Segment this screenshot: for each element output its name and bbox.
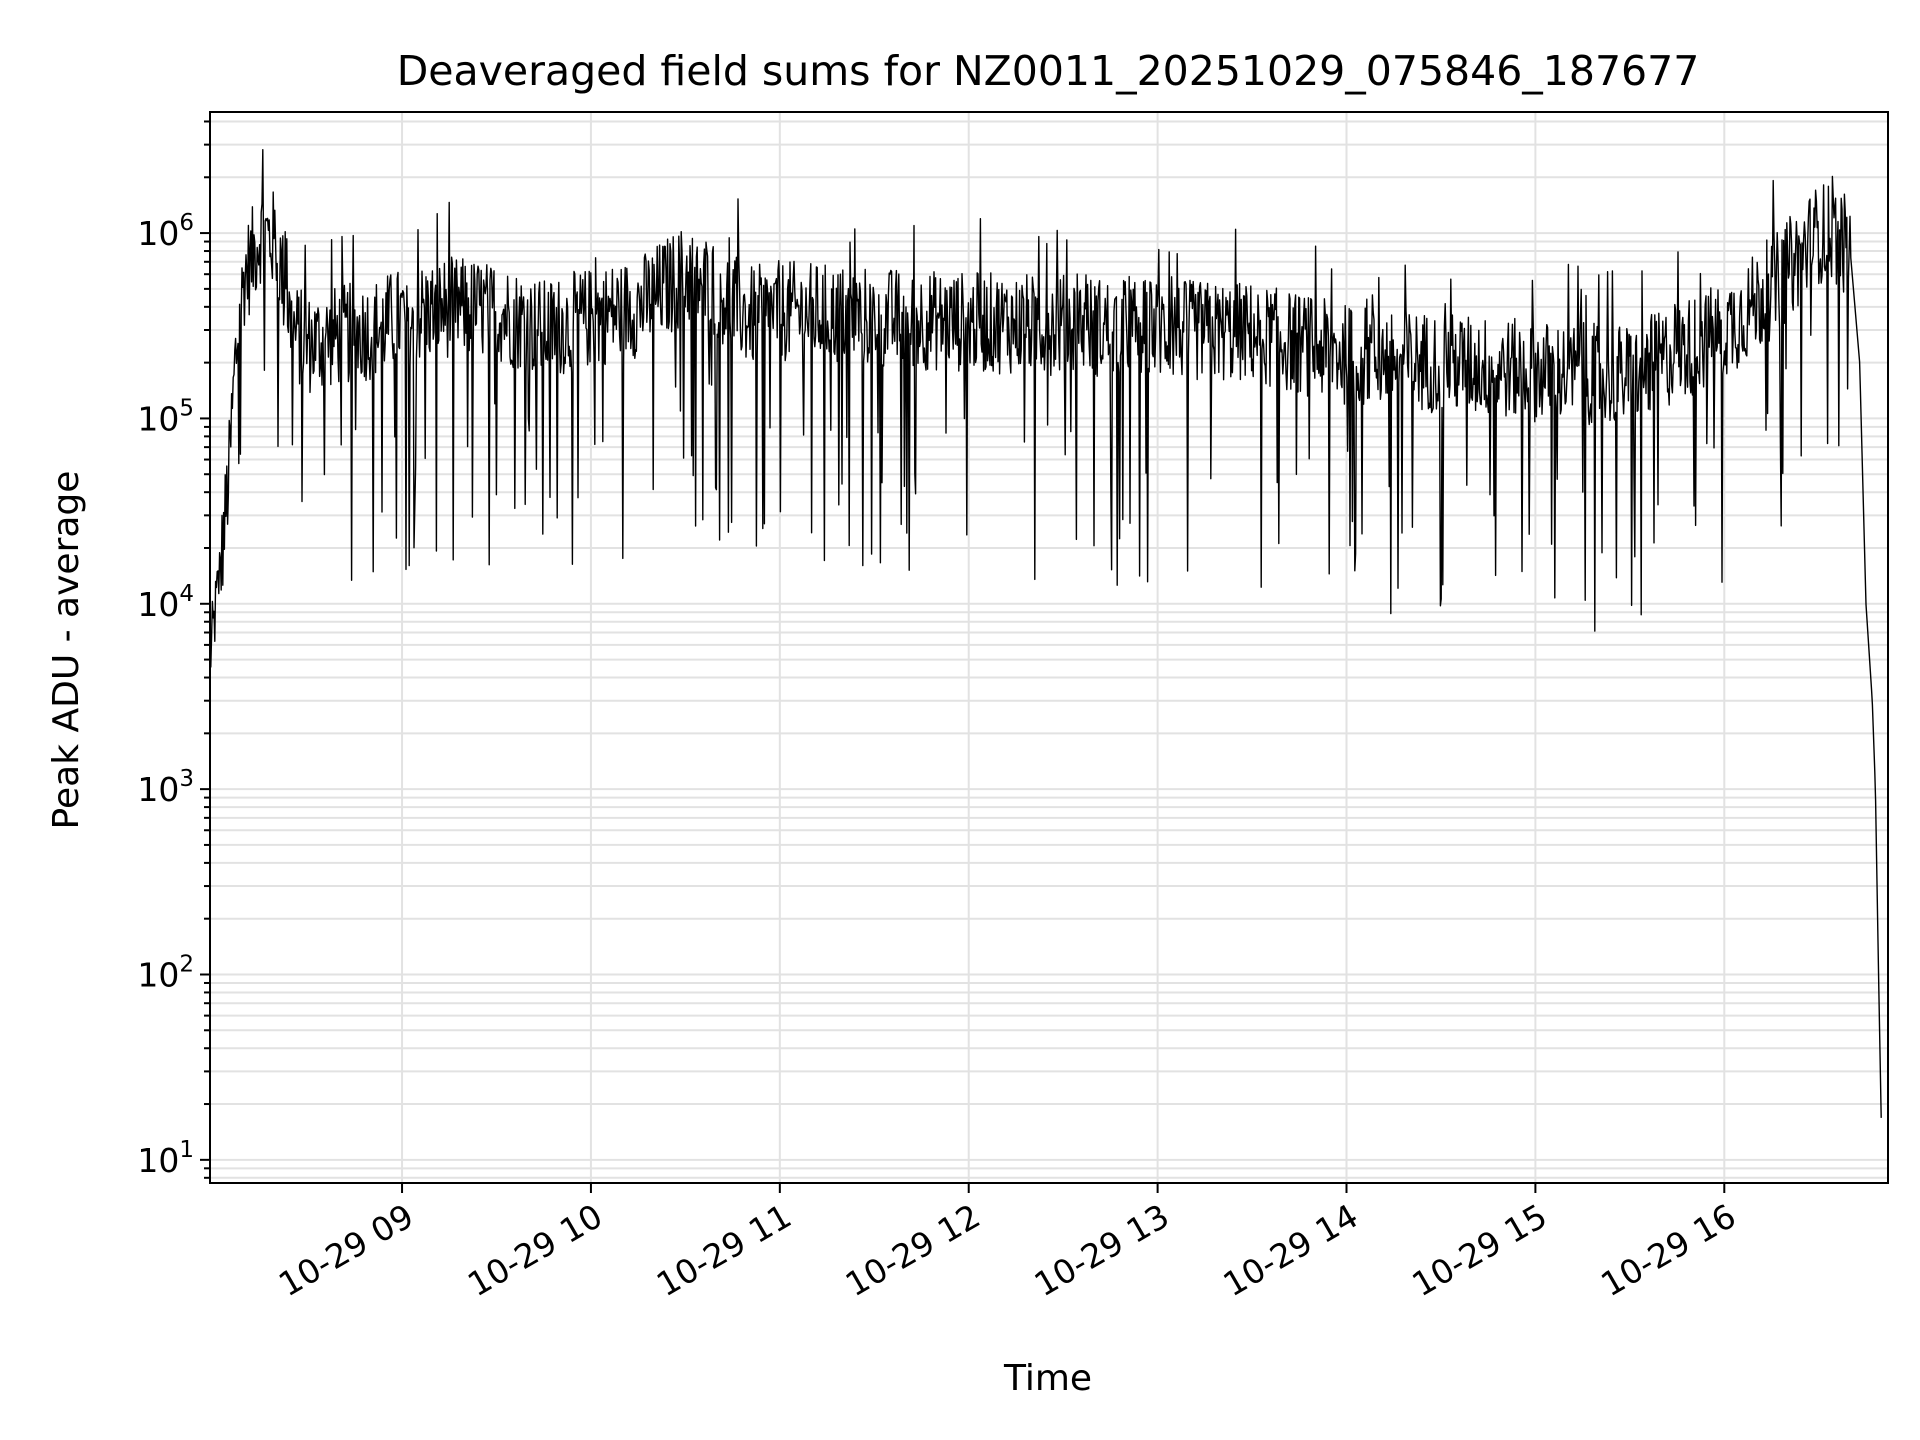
chart-title: Deaveraged field sums for NZ0011_2025102… <box>397 47 1700 95</box>
y-tick-exponent: 5 <box>179 395 194 421</box>
y-tick-exponent: 4 <box>179 581 194 607</box>
y-tick-base: 10 <box>137 955 179 994</box>
series-line <box>209 149 1882 1118</box>
y-tick-exponent: 1 <box>179 1137 194 1163</box>
x-axis-label: Time <box>1003 1358 1092 1399</box>
y-tick-label: 104 <box>137 581 194 624</box>
y-tick-base: 10 <box>137 399 179 438</box>
y-tick-label: 103 <box>137 766 194 809</box>
plot-data <box>209 149 1882 1118</box>
y-tick-base: 10 <box>137 585 179 624</box>
y-tick-base: 10 <box>137 1141 179 1180</box>
y-tick-exponent: 6 <box>179 210 194 236</box>
y-tick-label: 102 <box>137 951 194 994</box>
y-tick-label: 106 <box>137 210 194 253</box>
y-tick-label: 101 <box>137 1137 194 1180</box>
grid <box>210 112 1888 1183</box>
y-tick-exponent: 3 <box>179 766 194 792</box>
plot-frame <box>209 111 1889 1184</box>
y-axis-label: Peak ADU - average <box>46 471 87 830</box>
y-tick-exponent: 2 <box>179 951 194 977</box>
y-tick-base: 10 <box>137 770 179 809</box>
y-tick-label: 105 <box>137 395 194 438</box>
y-tick-base: 10 <box>137 214 179 253</box>
